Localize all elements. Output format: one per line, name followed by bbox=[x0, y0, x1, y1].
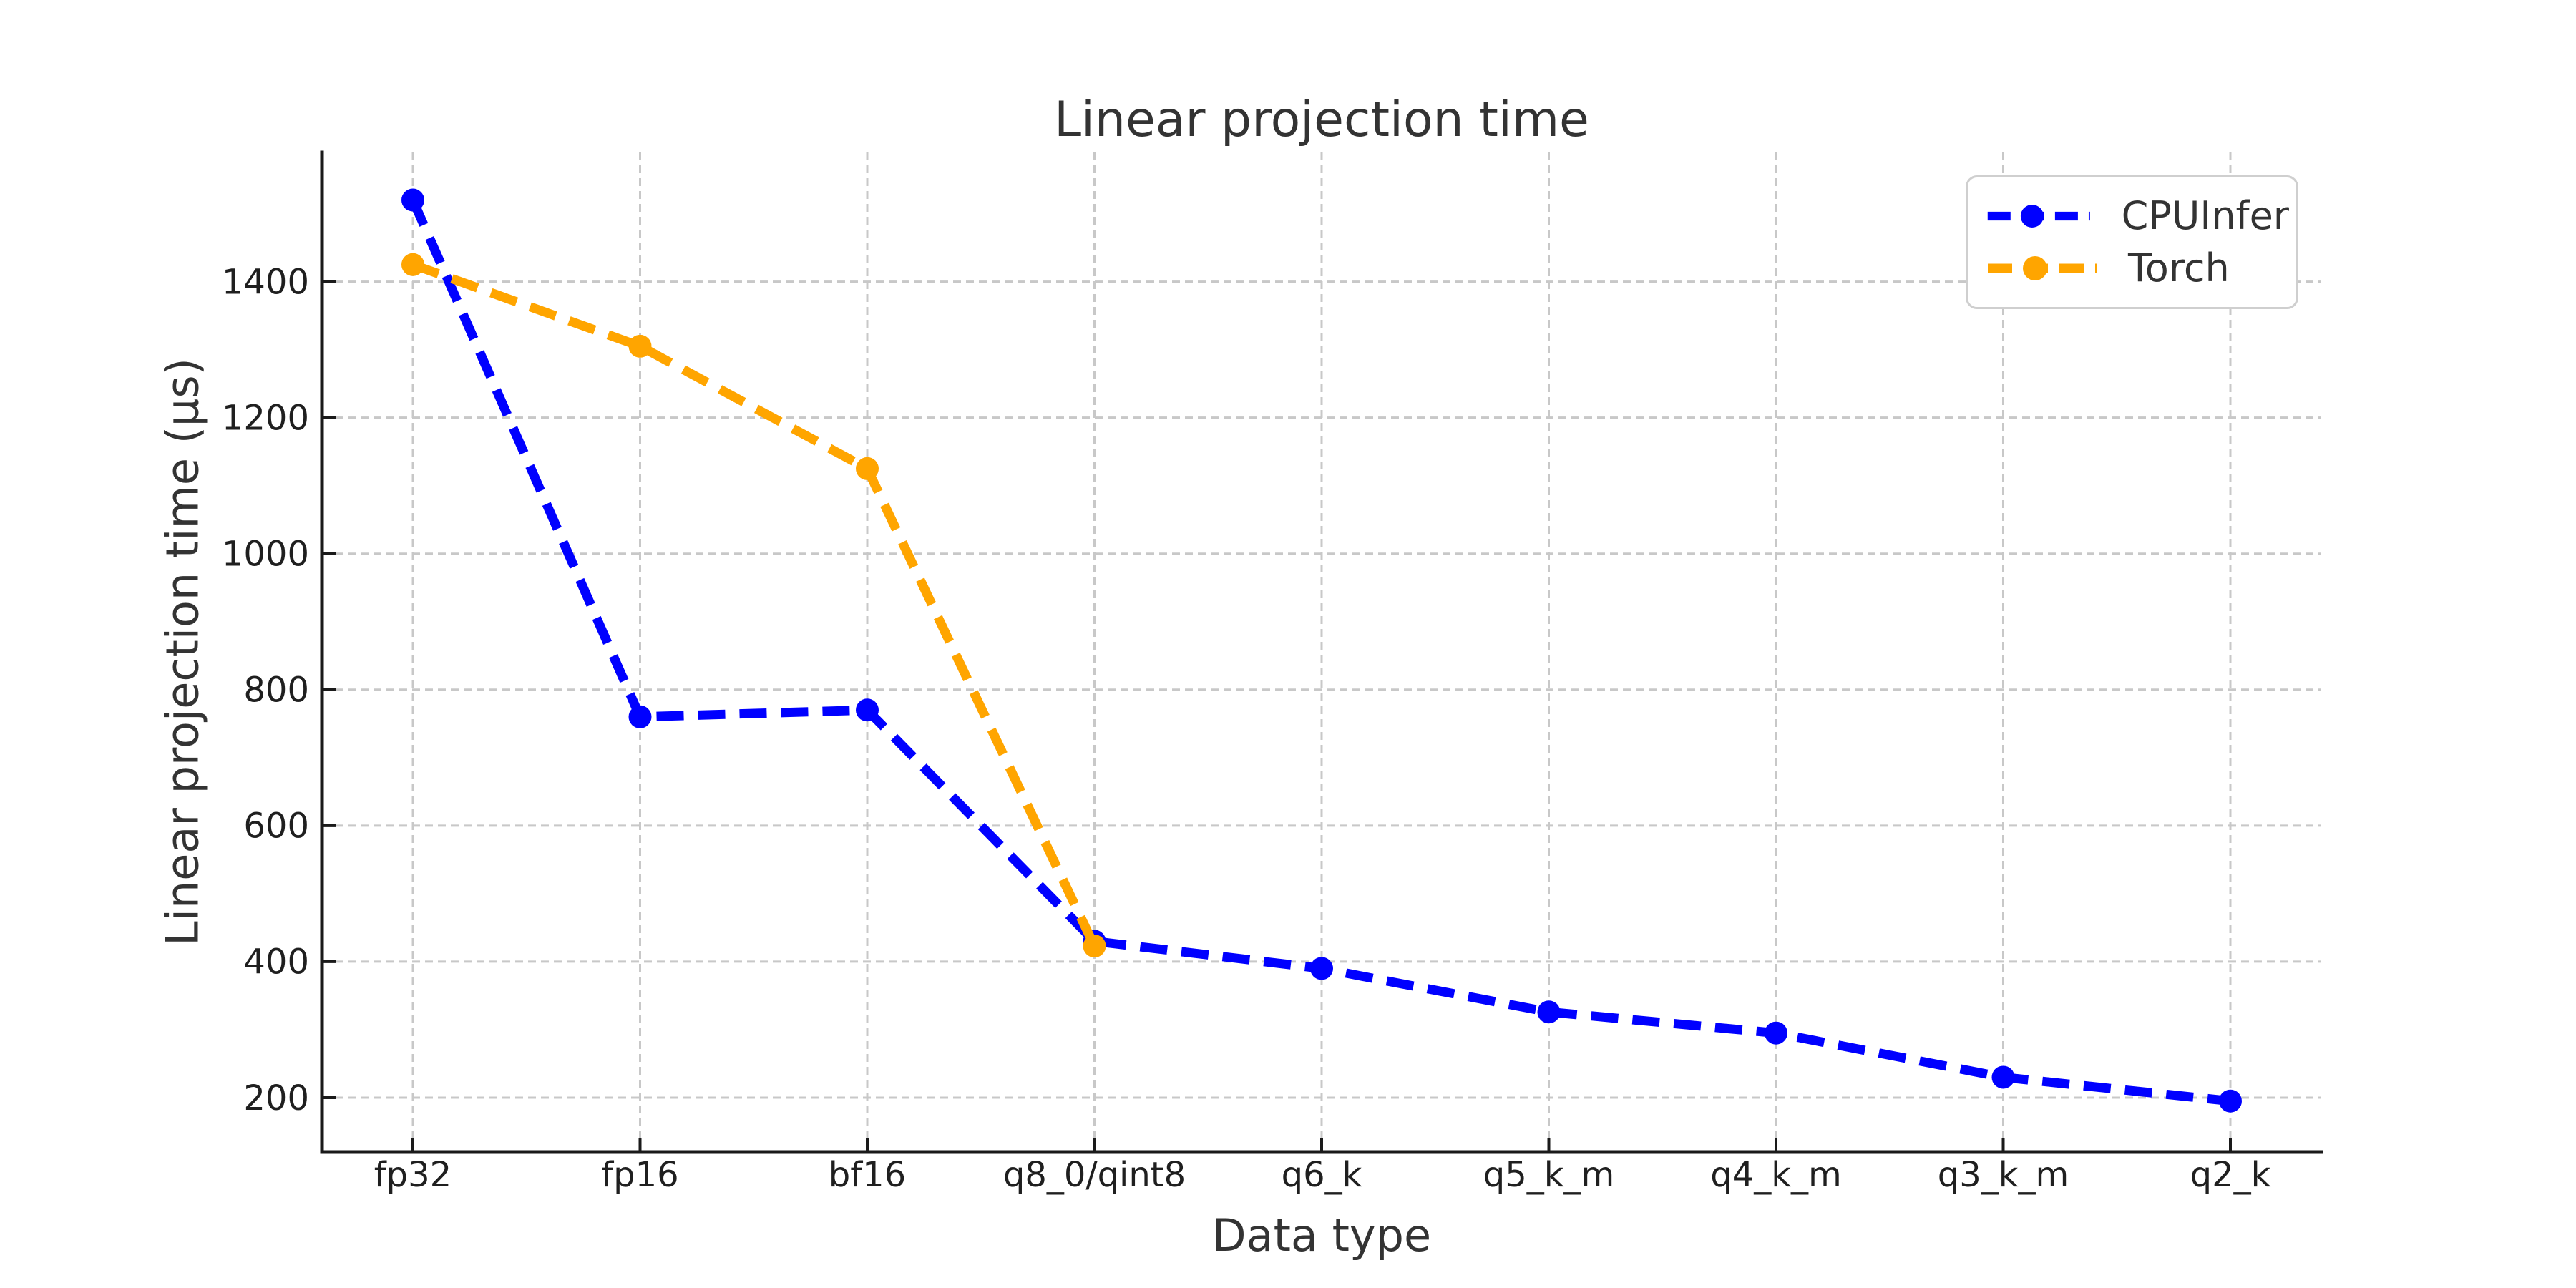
series bbox=[401, 188, 2242, 1113]
y-axis-label: Linear projection time (μs) bbox=[157, 358, 209, 946]
legend-item-cpuinfer: CPUInfer bbox=[1985, 197, 2289, 235]
data-point-CPUInfer-fp32 bbox=[401, 188, 424, 212]
data-point-Torch-q8_0/qint8 bbox=[1083, 935, 1106, 958]
data-point-CPUInfer-bf16 bbox=[856, 698, 879, 722]
legend-label-cpuinfer: CPUInfer bbox=[2121, 193, 2289, 238]
y-tick-label-1200: 1200 bbox=[222, 398, 309, 438]
data-point-Torch-bf16 bbox=[856, 457, 879, 480]
legend-label-torch: Torch bbox=[2128, 245, 2230, 291]
x-tick-label-q6_k: q6_k bbox=[1282, 1155, 1362, 1195]
data-point-CPUInfer-q6_k bbox=[1310, 957, 1333, 980]
x-tick-label-q2_k: q2_k bbox=[2190, 1155, 2271, 1195]
x-tick-label-q4_k_m: q4_k_m bbox=[1710, 1155, 1842, 1195]
x-tick-label-bf16: bf16 bbox=[829, 1155, 906, 1195]
legend-marker-dot bbox=[2020, 204, 2044, 228]
chart-title: Linear projection time bbox=[1054, 92, 1589, 148]
y-tick-label-1000: 1000 bbox=[222, 535, 309, 575]
data-point-CPUInfer-fp16 bbox=[628, 705, 652, 728]
x-axis-label: Data type bbox=[1212, 1209, 1431, 1262]
data-point-CPUInfer-q3_k_m bbox=[1991, 1065, 2015, 1089]
x-tick-label-q3_k_m: q3_k_m bbox=[1938, 1155, 2069, 1195]
data-point-CPUInfer-q2_k bbox=[2219, 1089, 2242, 1113]
legend: CPUInfer Torch bbox=[1966, 175, 2298, 309]
legend-item-torch: Torch bbox=[1985, 249, 2289, 288]
y-tick-label-200: 200 bbox=[243, 1078, 309, 1118]
data-point-Torch-fp16 bbox=[628, 334, 652, 358]
y-tick-label-800: 800 bbox=[243, 670, 309, 711]
axes: 200 400 600 800 1000 1200 1400 fp32 fp16 bf16 q8_0… bbox=[222, 150, 2323, 1195]
x-tick-label-fp16: fp16 bbox=[601, 1155, 678, 1195]
y-tick-label-600: 600 bbox=[243, 806, 309, 847]
data-point-CPUInfer-q5_k_m bbox=[1537, 1000, 1561, 1024]
data-point-CPUInfer-q4_k_m bbox=[1765, 1021, 1787, 1045]
legend-marker-dot bbox=[2023, 256, 2047, 280]
legend-line-sample-torch bbox=[1988, 256, 2097, 280]
x-tick-label-fp32: fp32 bbox=[374, 1155, 452, 1195]
x-tick-label-q8_0/qint8: q8_0/qint8 bbox=[1003, 1155, 1186, 1195]
x-tick-label-q5_k_m: q5_k_m bbox=[1483, 1155, 1615, 1195]
data-point-Torch-fp32 bbox=[401, 253, 424, 276]
series-line-Torch bbox=[411, 260, 1099, 948]
legend-line-sample-cpuinfer bbox=[1987, 204, 2090, 228]
y-tick-label-400: 400 bbox=[243, 942, 309, 982]
y-tick-label-1400: 1400 bbox=[222, 262, 309, 302]
